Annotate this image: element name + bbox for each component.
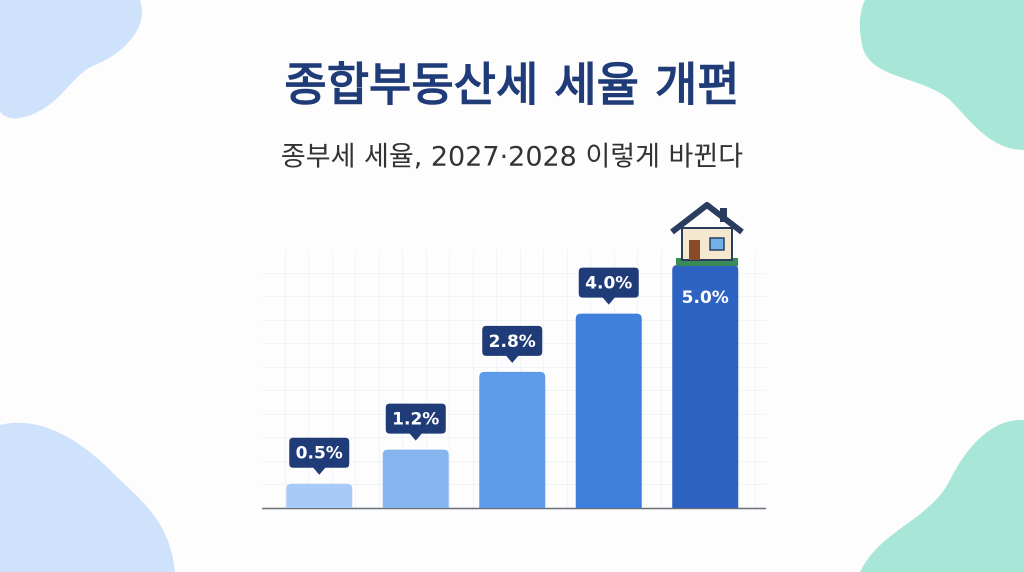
bar bbox=[382, 449, 449, 508]
bar bbox=[286, 483, 353, 508]
bar bbox=[575, 313, 642, 508]
value-label: 2.8% bbox=[489, 332, 536, 352]
value-label: 1.2% bbox=[392, 410, 439, 430]
chart-subtitle: 종부세 세율, 2027·2028 이렇게 바뀐다 bbox=[281, 142, 743, 173]
blob bbox=[859, 0, 1024, 150]
blob bbox=[0, 422, 175, 572]
value-label: 5.0% bbox=[682, 288, 729, 308]
blob bbox=[860, 419, 1024, 572]
label-box bbox=[578, 267, 639, 305]
label-box bbox=[289, 437, 350, 475]
label-box bbox=[482, 325, 543, 363]
bar bbox=[672, 265, 739, 508]
bar bbox=[479, 371, 546, 508]
house-icon bbox=[670, 202, 744, 266]
chart-title: 종합부동산세 세율 개편 bbox=[284, 58, 739, 112]
value-label: 0.5% bbox=[296, 444, 343, 464]
label-box bbox=[385, 403, 446, 441]
value-label: 4.0% bbox=[585, 274, 632, 294]
blob bbox=[0, 0, 142, 119]
